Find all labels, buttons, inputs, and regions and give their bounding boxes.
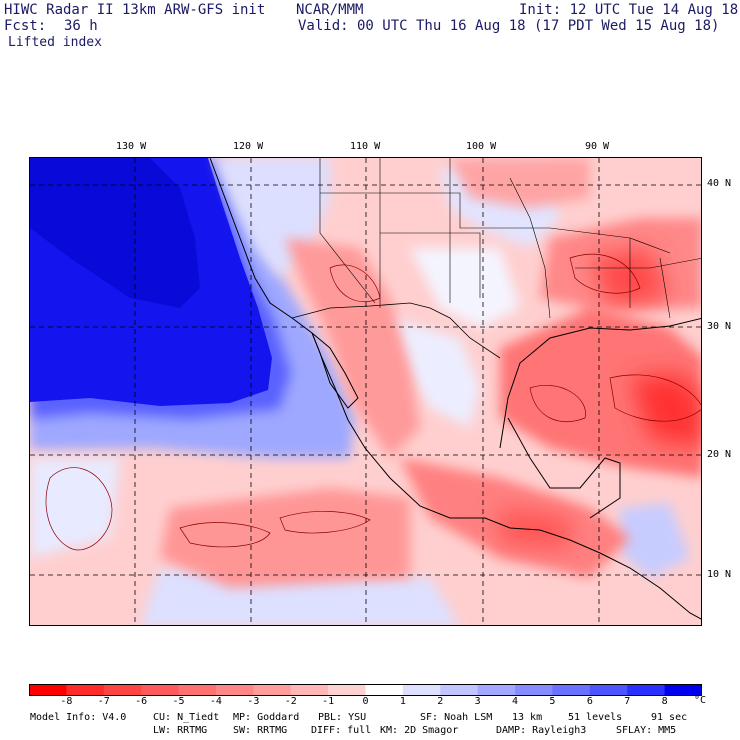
lon-label-100w: 100 W: [466, 141, 497, 152]
colorbar-swatch: [627, 684, 666, 696]
yucatan-coast: [507, 417, 621, 519]
lat-label-20n: 20 N: [707, 449, 732, 460]
footer-pbl: PBL: YSU: [318, 712, 367, 723]
colorbar-swatch: [365, 684, 404, 696]
footer-microphysics: MP: Goddard: [233, 712, 300, 723]
colorbar-tick-label: 5: [549, 696, 556, 707]
stable-hawaii-patch: [30, 458, 120, 558]
colorbar-tick-label: -2: [284, 696, 297, 707]
colorbar-tick-label: -7: [97, 696, 110, 707]
lat-label-40n: 40 N: [707, 178, 732, 189]
colorbar-tick-label: 8: [661, 696, 668, 707]
unstable-north-rockies: [450, 158, 590, 208]
footer-longwave: LW: RRTMG: [153, 725, 208, 736]
colorbar-border: [29, 684, 702, 696]
valid-time: Valid: 00 UTC Thu 16 Aug 18 (17 PDT Wed …: [298, 18, 720, 34]
state-borders: [319, 158, 701, 319]
colorbar-tick-label: 0: [362, 696, 369, 707]
footer-levels: 51 levels: [568, 712, 623, 723]
colorbar-tick-label: 2: [437, 696, 444, 707]
footer-cumulus: CU: N_Tiedt: [153, 712, 220, 723]
stable-mexico-plateau: [390, 318, 480, 428]
model-title: HIWC Radar II 13km ARW-GFS init: [4, 2, 266, 18]
colorbar-swatch: [103, 684, 142, 696]
init-time: Init: 12 UTC Tue 14 Aug 18: [519, 2, 739, 18]
colorbar-swatch: [515, 684, 553, 696]
lat-label-10n: 10 N: [707, 569, 732, 580]
unstable-southwest: [285, 238, 420, 458]
lon-label-120w: 120 W: [233, 141, 264, 152]
us-mexico-border: [291, 302, 501, 359]
colorbar: [29, 681, 703, 696]
footer-surface: SF: Noah LSM: [420, 712, 493, 723]
footer-surface-layer: SFLAY: MM5: [616, 725, 677, 736]
colorbar-swatch: [589, 684, 628, 696]
colorbar-tick-label: 3: [474, 696, 481, 707]
colorbar-swatch: [477, 684, 516, 696]
footer-timestep: 91 sec: [651, 712, 688, 723]
colorbar-swatch: [66, 684, 105, 696]
lon-label-110w: 110 W: [350, 141, 381, 152]
colorbar-swatch: [328, 684, 366, 696]
colorbar-swatch: [402, 684, 441, 696]
coastline: [209, 158, 701, 620]
unstable-core-mexico: [500, 508, 570, 548]
colorbar-swatch: [29, 684, 67, 696]
colorbar-swatch: [215, 684, 254, 696]
footer-resolution: 13 km: [512, 712, 543, 723]
unstable-core-gulf: [630, 373, 701, 448]
colorbar-tick-label: -8: [60, 696, 73, 707]
forecast-hour: 36 h: [64, 18, 98, 34]
stable-ocean-deep: [30, 158, 200, 308]
footer-damping: DAMP: Rayleigh3: [496, 725, 587, 736]
colorbar-swatch: [552, 684, 591, 696]
stable-texas: [410, 248, 520, 328]
colorbar-tick-label: -6: [135, 696, 148, 707]
lon-label-130w: 130 W: [116, 141, 147, 152]
lifted-index-map: [29, 157, 702, 626]
footer-km: KM: 2D Smagor: [380, 725, 459, 736]
colorbar-tick-label: -5: [172, 696, 185, 707]
colorbar-swatch: [664, 684, 703, 696]
forecast-label: Fcst:: [4, 18, 47, 34]
baja-coast: [311, 332, 359, 409]
colorbar-swatch: [290, 684, 329, 696]
lat-lon-grid: [30, 158, 701, 625]
footer-shortwave: SW: RRTMG: [233, 725, 288, 736]
colorbar-swatch: [440, 684, 479, 696]
lon-label-90w: 90 W: [585, 141, 610, 152]
colorbar-tick-label: -3: [247, 696, 260, 707]
footer-diffusion: DIFF: full: [311, 725, 372, 736]
colorbar-swatch: [253, 684, 292, 696]
footer-model-info: Model Info: V4.0: [30, 712, 127, 723]
colorbar-tick-label: 6: [586, 696, 593, 707]
colorbar-swatch: [178, 684, 217, 696]
colorbar-tick-label: -1: [322, 696, 335, 707]
colorbar-unit: °C: [694, 695, 707, 706]
colorbar-tick-label: 4: [512, 696, 519, 707]
field-name: Lifted index: [8, 35, 102, 50]
colorbar-tick-label: 7: [624, 696, 631, 707]
lat-label-30n: 30 N: [707, 321, 732, 332]
stable-central-america: [620, 503, 690, 578]
colorbar-tick-label: -4: [209, 696, 222, 707]
org-label: NCAR/MMM: [296, 2, 364, 18]
colorbar-tick-label: 1: [399, 696, 406, 707]
colorbar-swatch: [141, 684, 180, 696]
